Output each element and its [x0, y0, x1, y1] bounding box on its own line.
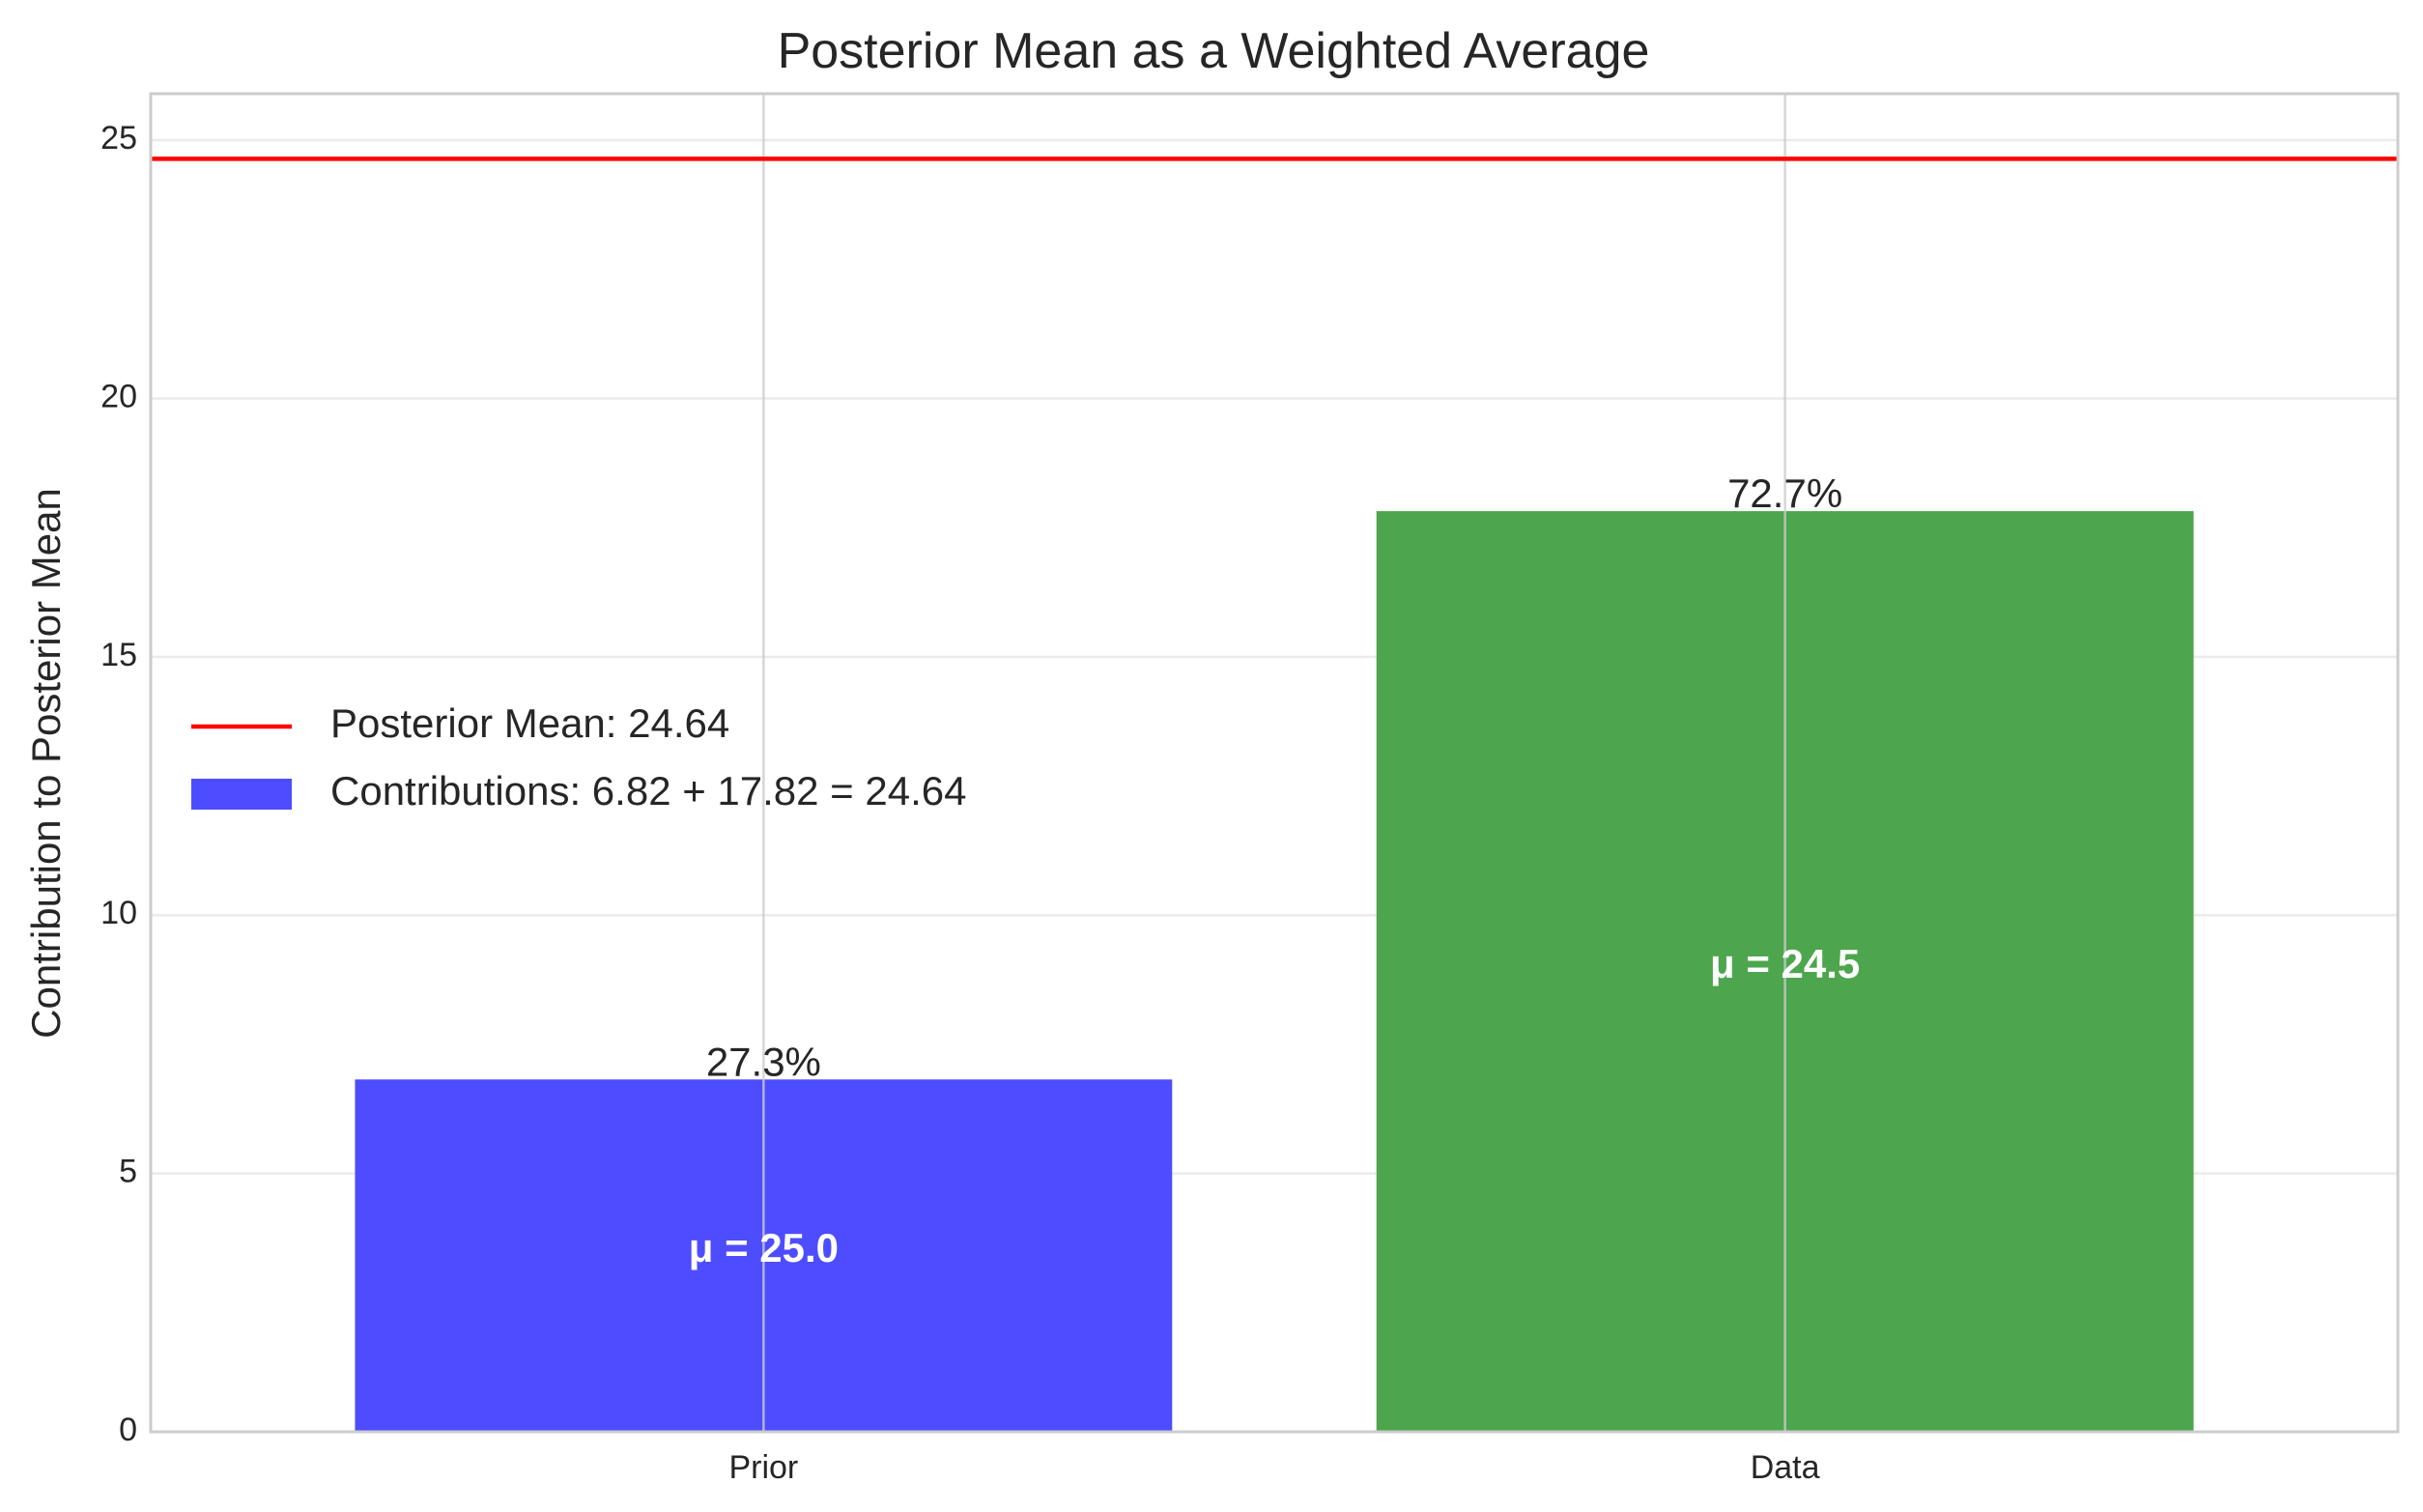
y-tick-label: 15: [100, 637, 137, 673]
y-tick-label: 20: [100, 378, 137, 414]
y-tick-label: 5: [119, 1154, 137, 1190]
mean-label: μ = 25.0: [689, 1225, 839, 1270]
legend-label: Posterior Mean: 24.64: [330, 700, 729, 746]
chart-title: Posterior Mean as a Weighted Average: [778, 23, 1650, 79]
y-tick-label: 0: [119, 1412, 137, 1448]
axis-ticks: 0 5 10 15 20 25 Prior Data: [100, 120, 1819, 1486]
bars: [355, 511, 2194, 1432]
x-tick-label: Prior: [728, 1449, 798, 1486]
legend: Posterior Mean: 24.64 Contributions: 6.82…: [191, 700, 967, 813]
x-tick-label: Data: [1751, 1449, 1820, 1486]
percent-label: 27.3%: [706, 1039, 821, 1084]
y-axis-label: Contribution to Posterior Mean: [23, 488, 69, 1039]
legend-patch-marker: [191, 779, 292, 810]
legend-label: Contributions: 6.82 + 17.82 = 24.64: [330, 768, 967, 813]
y-tick-label: 25: [100, 120, 137, 157]
plot-frame: [149, 92, 2400, 1434]
percent-label: 72.7%: [1727, 471, 1842, 516]
mean-label: μ = 24.5: [1710, 941, 1860, 986]
y-tick-label: 10: [100, 895, 137, 931]
bar-labels: 27.3% μ = 25.0 72.7% μ = 24.5: [689, 471, 1861, 1270]
x-grid-lines: [762, 94, 1786, 1432]
